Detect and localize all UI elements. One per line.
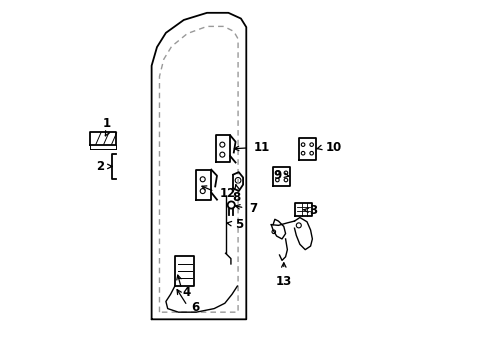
Text: 1: 1 — [102, 117, 111, 130]
Text: 2: 2 — [96, 160, 104, 173]
Text: 13: 13 — [275, 275, 291, 288]
Text: 10: 10 — [325, 141, 341, 154]
Text: 7: 7 — [248, 202, 256, 215]
Text: 6: 6 — [190, 301, 199, 314]
Text: 5: 5 — [235, 218, 243, 231]
Text: 12: 12 — [219, 187, 235, 200]
Text: 4: 4 — [182, 286, 190, 299]
Text: 3: 3 — [309, 204, 317, 217]
Text: 11: 11 — [254, 141, 270, 154]
Text: 8: 8 — [232, 192, 240, 204]
Text: 9: 9 — [273, 169, 281, 182]
